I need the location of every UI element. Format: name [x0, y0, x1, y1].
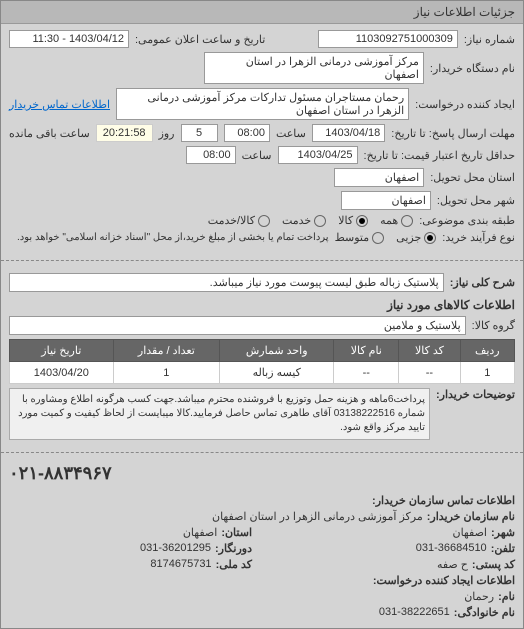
announce-field: 1403/04/12 - 11:30 — [9, 30, 129, 48]
announce-label: تاریخ و ساعت اعلان عمومی: — [135, 33, 265, 46]
remaining-label: ساعت باقی مانده — [9, 127, 90, 140]
goods-table: ردیف کد کالا نام کالا واحد شمارش تعداد /… — [9, 339, 515, 384]
contact-national: 8174675731 — [150, 558, 211, 571]
cell-qty: 1 — [113, 362, 219, 384]
notes-label: توضیحات خریدار: — [436, 388, 515, 401]
goods-group-field: پلاستیک و ملامین — [9, 316, 466, 335]
contact-province: اصفهان — [183, 526, 217, 539]
requester-label: ایجاد کننده درخواست: — [415, 98, 515, 111]
contact-province-label: استان: — [221, 526, 252, 539]
need-number-field: 1103092751000309 — [318, 30, 458, 48]
table-row: 1 -- -- کیسه زباله 1 1403/04/20 — [10, 362, 515, 384]
radio-goods-service[interactable]: کالا/خدمت — [208, 214, 270, 227]
validity-time-label: ساعت — [242, 149, 272, 162]
radio-all[interactable]: همه — [380, 214, 413, 227]
need-desc-label: شرح کلی نیاز: — [450, 276, 515, 289]
days-label: روز — [159, 127, 175, 140]
cell-row: 1 — [460, 362, 514, 384]
name-value: رحمان — [464, 590, 494, 603]
contact-fax: 031-36201295 — [140, 542, 211, 555]
contact-national-label: کد ملی: — [216, 558, 252, 571]
goods-group-label: گروه کالا: — [472, 319, 515, 332]
buyer-contact-link[interactable]: اطلاعات تماس خریدار — [9, 98, 110, 111]
response-time-field: 08:00 — [224, 124, 270, 142]
validity-date-field: 1403/04/25 — [278, 146, 358, 164]
header-section: شماره نیاز: 1103092751000309 تاریخ و ساع… — [1, 24, 523, 254]
buyer-name-field: مرکز آموزشی درمانی الزهرا در استان اصفها… — [204, 52, 424, 84]
response-date-field: 1403/04/18 — [312, 124, 385, 142]
need-number-label: شماره نیاز: — [464, 33, 515, 46]
contact-phone: 031-36684510 — [416, 542, 487, 555]
window-title: جزئیات اطلاعات نیاز — [1, 1, 523, 24]
col-name: نام کالا — [334, 340, 399, 362]
col-qty: تعداد / مقدار — [113, 340, 219, 362]
contact-header: اطلاعات تماس سازمان خریدار: — [372, 494, 515, 507]
org-value: مرکز آموزشی درمانی الزهرا در استان اصفها… — [212, 510, 423, 523]
requester-field: رحمان مستاجران مسئول تدارکات مرکز آموزشی… — [116, 88, 409, 120]
lastname-label: نام خانوادگی: — [454, 606, 515, 619]
cell-date: 1403/04/20 — [10, 362, 114, 384]
classification-radios: همه کالا خدمت کالا/خدمت — [208, 214, 413, 227]
radio-service[interactable]: خدمت — [282, 214, 326, 227]
details-window: جزئیات اطلاعات نیاز شماره نیاز: 11030927… — [0, 0, 524, 629]
col-code: کد کالا — [399, 340, 460, 362]
big-phone: ۰۲۱-۸۸۳۴۹۶۷ — [1, 459, 523, 488]
cell-name: -- — [334, 362, 399, 384]
col-unit: واحد شمارش — [220, 340, 334, 362]
name-label: نام: — [498, 590, 515, 603]
contact-postal: ح صفه — [437, 558, 468, 571]
city-label: شهر محل تحویل: — [437, 194, 515, 207]
radio-goods[interactable]: کالا — [338, 214, 368, 227]
radio-medium[interactable]: متوسط — [335, 231, 385, 244]
need-desc-field: پلاستیک زباله طبق لیست پیوست مورد نیاز م… — [9, 273, 444, 292]
process-radios: جزیی متوسط — [335, 231, 437, 244]
buyer-name-label: نام دستگاه خریدار: — [430, 62, 515, 75]
response-deadline-label: مهلت ارسال پاسخ: تا تاریخ: — [391, 127, 515, 140]
response-time-label: ساعت — [276, 127, 306, 140]
city-field: اصفهان — [341, 191, 431, 210]
cell-unit: کیسه زباله — [220, 362, 334, 384]
contact-postal-label: کد پستی: — [472, 558, 515, 571]
validity-time-field: 08:00 — [186, 146, 236, 164]
days-field: 5 — [181, 124, 218, 142]
process-note: پرداخت تمام یا بخشی از مبلغ خرید،از محل … — [17, 232, 329, 243]
contact-section: اطلاعات تماس سازمان خریدار: نام سازمان خ… — [1, 488, 523, 628]
contact-phone-label: تلفن: — [491, 542, 515, 555]
validity-label: حداقل تاریخ اعتبار قیمت: تا تاریخ: — [364, 149, 515, 162]
lastname-value: 031-38222651 — [379, 606, 450, 619]
province-field: اصفهان — [334, 168, 424, 187]
classification-label: طبقه بندی موضوعی: — [419, 214, 515, 227]
province-label: استان محل تحویل: — [430, 171, 515, 184]
need-desc-section: شرح کلی نیاز: پلاستیک زباله طبق لیست پیو… — [1, 267, 523, 446]
col-date: تاریخ نیاز — [10, 340, 114, 362]
contact-city: اصفهان — [453, 526, 487, 539]
process-label: نوع فرآیند خرید: — [442, 231, 515, 244]
notes-box: پرداخت6ماهه و هزینه حمل وتوزیع با فروشند… — [9, 388, 430, 440]
contact-city-label: شهر: — [491, 526, 515, 539]
remaining-field: 20:21:58 — [96, 124, 153, 142]
col-row: ردیف — [460, 340, 514, 362]
divider-1 — [1, 260, 523, 261]
divider-2 — [1, 452, 523, 453]
goods-header: اطلاعات کالاهای مورد نیاز — [9, 298, 515, 312]
radio-small[interactable]: جزیی — [396, 231, 436, 244]
org-label: نام سازمان خریدار: — [427, 510, 515, 523]
contact-fax-label: دورنگار: — [215, 542, 252, 555]
cell-code: -- — [399, 362, 460, 384]
